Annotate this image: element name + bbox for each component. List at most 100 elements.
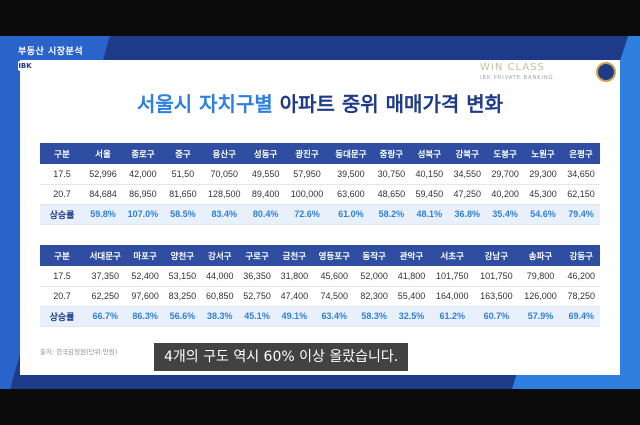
table-cell: 101,750 [474,266,519,287]
winclass-subtitle: IBK PRIVATE BANKING [480,75,554,81]
row-label: 17.5 [40,164,84,185]
table-cell: 45.1% [238,306,276,327]
table-cell: 128,500 [201,184,247,205]
table-row-rise-rate: 상승률 59.8% 107.0% 58.5% 83.4% 80.4% 72.6% 61.0% 5… [40,204,600,225]
row-label: 17.5 [40,266,84,287]
table-cell: 47,250 [448,184,487,205]
header-cell-district: 송파구 [518,245,563,266]
header-cell-district: 구로구 [238,245,276,266]
header-cell-district: 서대문구 [84,245,127,266]
header-cell-district: 용산구 [201,143,247,164]
table-cell: 54.6% [524,204,562,225]
table-cell: 47,400 [275,286,314,307]
table-row-rise-rate: 상승률 66.7% 86.3% 56.6% 38.3% 45.1% 49.1% 63.4% 58… [40,306,600,327]
table-cell: 40,150 [410,164,449,185]
table-cell: 59,450 [410,184,449,205]
letterbox-bottom [0,389,640,425]
table-cell: 58.2% [372,204,411,225]
table-cell: 126,000 [518,286,563,307]
table-cell: 163,500 [474,286,519,307]
table-cell: 34,550 [448,164,487,185]
emblem-icon [596,62,616,82]
winclass-title: WIN CLASS [480,62,545,73]
table-cell: 80.4% [246,204,285,225]
table-cell: 63.4% [313,306,356,327]
header-cell-district: 성북구 [410,143,449,164]
header-cell-district: 종로구 [121,143,164,164]
table-cell: 55,400 [392,286,431,307]
table-cell: 82,300 [355,286,393,307]
header-cell-district: 영등포구 [313,245,356,266]
table-cell: 107.0% [121,204,164,225]
table-cell: 72.6% [284,204,330,225]
header-cell-district: 관악구 [392,245,431,266]
header-cell-district: 중랑구 [372,143,411,164]
table-header-row: 구분 서울 종로구 중구 용산구 성동구 광진구 동대문구 중랑구 성북구 강북구 도봉구 노원구 은평구 [40,143,600,164]
header-cell-district: 금천구 [275,245,314,266]
row-label: 상승률 [40,306,84,327]
header-cell-district: 광진구 [284,143,330,164]
table-cell: 40,200 [486,184,525,205]
brand-name-text: IBK기업은행 [35,60,97,73]
table-cell: 66.7% [84,306,127,327]
table-cell: 53,150 [163,266,202,287]
header-cell-district: 성동구 [246,143,285,164]
table-cell: 79,800 [518,266,563,287]
table-cell: 52,996 [84,164,122,185]
table-row: 20.7 84,684 86,950 81,650 128,500 89,400 100,0… [40,184,600,205]
table-cell: 52,400 [126,266,164,287]
table-cell: 39,500 [329,164,373,185]
table-cell: 30,750 [372,164,411,185]
header-cell-label: 구분 [40,143,84,164]
table-cell: 49.1% [275,306,314,327]
table-cell: 59.8% [84,204,122,225]
table-cell: 89,400 [246,184,285,205]
table-cell: 83.4% [201,204,247,225]
table-cell: 51,50 [163,164,202,185]
title-accent: 서울시 자치구별 [136,92,273,116]
price-table-1: 구분 서울 종로구 중구 용산구 성동구 광진구 동대문구 중랑구 성북구 강북구 도봉구 노원구 은평구… [40,143,600,225]
brand-name: IBK IBK기업은행 [18,58,96,74]
table-cell: 62,150 [561,184,600,205]
table-cell: 57,950 [284,164,330,185]
row-label: 20.7 [40,184,84,205]
ibk-logo-icon: IBK [18,61,32,71]
table-cell: 164,000 [430,286,475,307]
table-cell: 86,950 [121,184,164,205]
table-cell: 56.6% [163,306,202,327]
page-title: 서울시 자치구별 아파트 중위 매매가격 변화 [0,88,640,117]
header-cell-district: 강북구 [448,143,487,164]
header-cell-district: 강남구 [474,245,519,266]
header-cell-district: 은평구 [561,143,600,164]
table-cell: 79.4% [561,204,600,225]
table-cell: 62,250 [84,286,127,307]
table-cell: 58.5% [163,204,202,225]
table-cell: 36.8% [448,204,487,225]
price-table-2: 구분 서대문구 마포구 양천구 강서구 구로구 금천구 영등포구 동작구 관악구 서초구 강남구 송파구… [40,245,600,327]
table-cell: 83,250 [163,286,202,307]
header-cell-district: 서울 [84,143,122,164]
table-cell: 29,300 [524,164,562,185]
table-cell: 81,650 [163,184,202,205]
table-cell: 42,000 [121,164,164,185]
brand-subtitle: 부동산 시장분석 [18,47,84,57]
letterbox-top [0,0,640,36]
table-cell: 45,300 [524,184,562,205]
row-label: 20.7 [40,286,84,307]
table-cell: 35.4% [486,204,525,225]
table-cell: 78,250 [562,286,600,307]
header-cell-district: 양천구 [163,245,202,266]
table-row: 17.5 52,996 42,000 51,50 70,050 49,550 57,950 3… [40,164,600,185]
table-cell: 69.4% [562,306,600,327]
table-cell: 41,800 [392,266,431,287]
header-cell-district: 노원구 [524,143,562,164]
table-cell: 100,000 [284,184,330,205]
table-cell: 86.3% [126,306,164,327]
source-note: 출처: 한국감정원(단위:만원) [40,348,118,356]
table-header-row: 구분 서대문구 마포구 양천구 강서구 구로구 금천구 영등포구 동작구 관악구 서초구 강남구 송파구… [40,245,600,266]
video-caption: 4개의 구도 역시 60% 이상 올랐습니다. [154,343,409,371]
table-cell: 46,200 [562,266,600,287]
table-cell: 74,500 [313,286,356,307]
table-cell: 97,600 [126,286,164,307]
header-cell-district: 서초구 [430,245,475,266]
